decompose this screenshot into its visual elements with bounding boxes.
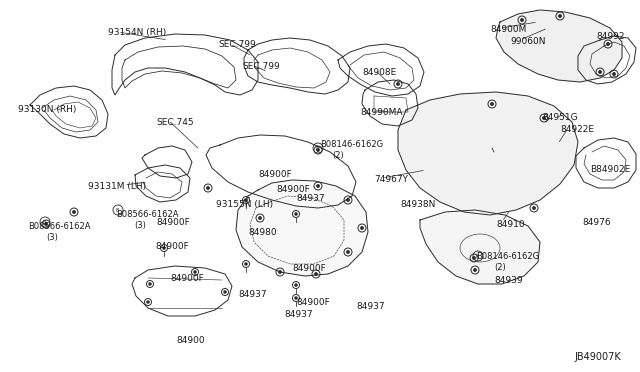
Text: 84976: 84976 xyxy=(582,218,611,227)
Circle shape xyxy=(347,251,349,253)
Circle shape xyxy=(361,227,364,229)
Circle shape xyxy=(194,271,196,273)
Text: 74967Y: 74967Y xyxy=(374,175,408,184)
Circle shape xyxy=(295,213,297,215)
Text: 93155N (LH): 93155N (LH) xyxy=(216,200,273,209)
Text: (2): (2) xyxy=(494,263,506,272)
Circle shape xyxy=(473,257,475,259)
Text: 84900F: 84900F xyxy=(258,170,292,179)
Text: SEC.799: SEC.799 xyxy=(218,40,256,49)
Text: B08566-6162A: B08566-6162A xyxy=(116,210,179,219)
Text: 84900F: 84900F xyxy=(156,218,189,227)
Circle shape xyxy=(149,283,151,285)
Text: 93131M (LH): 93131M (LH) xyxy=(88,182,146,191)
Circle shape xyxy=(245,263,247,265)
Circle shape xyxy=(543,117,545,119)
Text: B: B xyxy=(476,254,479,259)
Circle shape xyxy=(521,19,524,21)
Circle shape xyxy=(317,149,319,151)
Circle shape xyxy=(207,187,209,189)
Text: B: B xyxy=(43,220,46,225)
Text: 84937: 84937 xyxy=(238,290,267,299)
Circle shape xyxy=(224,291,226,293)
Polygon shape xyxy=(236,180,368,276)
Text: 84939: 84939 xyxy=(494,276,523,285)
Text: 93154N (RH): 93154N (RH) xyxy=(108,28,166,37)
Circle shape xyxy=(45,223,47,225)
Circle shape xyxy=(347,199,349,201)
Circle shape xyxy=(397,83,399,85)
Text: 84937: 84937 xyxy=(296,194,324,203)
Text: B08566-6162A: B08566-6162A xyxy=(28,222,90,231)
Polygon shape xyxy=(496,10,622,82)
Circle shape xyxy=(613,73,615,75)
Text: B08146-6162G: B08146-6162G xyxy=(476,252,539,261)
Circle shape xyxy=(607,43,609,45)
Text: 93130N (RH): 93130N (RH) xyxy=(18,105,76,114)
Text: SEC.745: SEC.745 xyxy=(156,118,194,127)
Text: 84992: 84992 xyxy=(596,32,625,41)
Text: 84900F: 84900F xyxy=(170,274,204,283)
Text: 84910: 84910 xyxy=(496,220,525,229)
Text: (2): (2) xyxy=(332,151,344,160)
Text: SEC.799: SEC.799 xyxy=(242,62,280,71)
Polygon shape xyxy=(420,210,540,284)
Polygon shape xyxy=(398,92,578,215)
Text: 99060N: 99060N xyxy=(510,37,545,46)
Circle shape xyxy=(279,271,281,273)
Text: B84902E: B84902E xyxy=(590,165,630,174)
Circle shape xyxy=(491,103,493,105)
Circle shape xyxy=(295,297,297,299)
Text: B08146-6162G: B08146-6162G xyxy=(320,140,383,149)
Circle shape xyxy=(245,199,247,201)
Circle shape xyxy=(559,15,561,17)
Text: 84900F: 84900F xyxy=(292,264,326,273)
Text: (3): (3) xyxy=(134,221,146,230)
Text: 84951G: 84951G xyxy=(542,113,578,122)
Circle shape xyxy=(315,273,317,275)
Text: JB49007K: JB49007K xyxy=(574,352,621,362)
Circle shape xyxy=(147,301,149,303)
Text: 84900: 84900 xyxy=(176,336,205,345)
Text: 84908E: 84908E xyxy=(362,68,396,77)
Text: 84900F: 84900F xyxy=(296,298,330,307)
Circle shape xyxy=(474,269,476,271)
Text: 84922E: 84922E xyxy=(560,125,594,134)
Text: (3): (3) xyxy=(46,233,58,242)
Text: B: B xyxy=(316,146,319,151)
Text: 84980: 84980 xyxy=(248,228,276,237)
Circle shape xyxy=(532,207,535,209)
Circle shape xyxy=(295,284,297,286)
Text: 84938N: 84938N xyxy=(400,200,435,209)
Circle shape xyxy=(599,71,601,73)
Circle shape xyxy=(317,185,319,187)
Circle shape xyxy=(259,217,261,219)
Text: 84990MA: 84990MA xyxy=(360,108,403,117)
Circle shape xyxy=(73,211,76,213)
Circle shape xyxy=(163,247,165,249)
Text: B: B xyxy=(116,208,119,213)
Text: 84900F: 84900F xyxy=(155,242,189,251)
Text: 84937: 84937 xyxy=(284,310,312,319)
Text: 84937: 84937 xyxy=(356,302,385,311)
Text: 84900F: 84900F xyxy=(276,185,310,194)
Text: 84900M: 84900M xyxy=(490,25,526,34)
